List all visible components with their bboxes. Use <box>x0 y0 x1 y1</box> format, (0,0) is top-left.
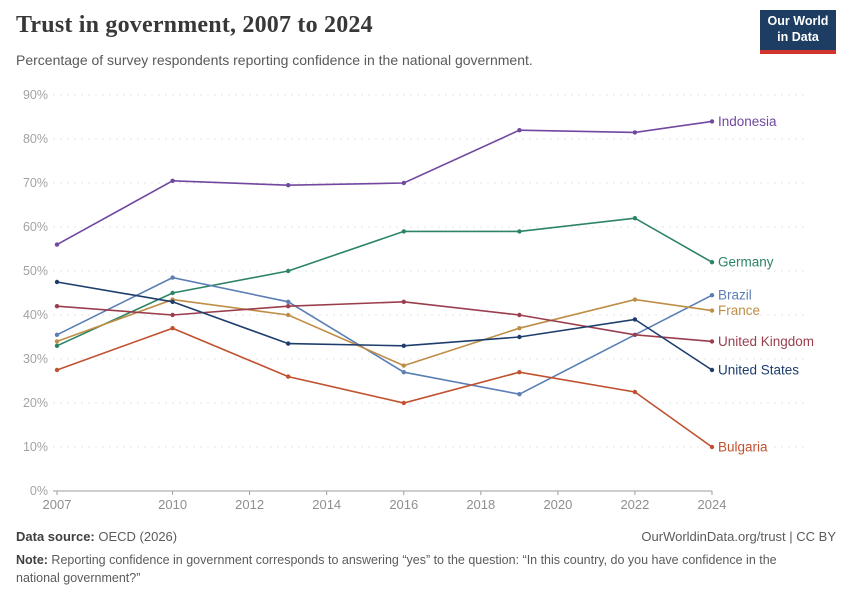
data-point-germany[interactable] <box>517 229 522 234</box>
data-point-bulgaria[interactable] <box>170 326 175 331</box>
data-point-france[interactable] <box>286 312 291 318</box>
chart-area[interactable]: 0% 10% 20% 30% 40% 50% 60% 70% 80% 90% 2007 2010 201… <box>0 85 850 530</box>
data-point-germany[interactable] <box>401 229 406 234</box>
data-point-united-kingdom[interactable] <box>517 312 522 318</box>
data-point-indonesia[interactable] <box>170 178 175 183</box>
y-tick-label: 70% <box>23 176 48 190</box>
y-tick-label: 0% <box>30 484 48 498</box>
chart-subtitle: Percentage of survey respondents reporti… <box>16 52 533 68</box>
series-label-france[interactable]: France <box>717 302 762 320</box>
series-line-france[interactable] <box>56 298 713 367</box>
x-tick-label: 2022 <box>620 497 649 512</box>
series-label-bulgaria[interactable]: Bulgaria <box>717 438 770 456</box>
data-point-indonesia[interactable] <box>286 183 291 188</box>
data-point-brazil[interactable] <box>54 332 60 337</box>
data-point-brazil[interactable] <box>517 392 522 397</box>
y-tick-label: 90% <box>23 88 48 102</box>
data-point-brazil[interactable] <box>170 275 175 280</box>
data-point-germany[interactable] <box>709 260 715 265</box>
data-point-united-kingdom[interactable] <box>286 304 291 309</box>
data-point-united-kingdom[interactable] <box>54 304 60 309</box>
y-tick-label: 60% <box>23 220 48 234</box>
data-point-indonesia[interactable] <box>517 128 522 133</box>
owid-license-link[interactable]: OurWorldinData.org/trust | CC BY <box>641 529 836 544</box>
data-point-france[interactable] <box>401 363 406 368</box>
data-point-united-states[interactable] <box>401 343 406 348</box>
series-label-united-states[interactable]: United States <box>717 361 801 379</box>
x-tick-label: 2020 <box>543 497 572 512</box>
data-point-germany[interactable] <box>286 268 291 274</box>
series-line-germany[interactable] <box>56 217 713 347</box>
y-tick-label: 40% <box>23 308 48 322</box>
data-point-indonesia[interactable] <box>54 242 60 247</box>
x-tick-label: 2024 <box>698 497 727 512</box>
data-point-indonesia[interactable] <box>632 130 638 135</box>
chart-footer: Data source: OECD (2026) OurWorldinData.… <box>16 529 836 587</box>
page-title: Trust in government, 2007 to 2024 <box>16 12 373 38</box>
series-label-united-kingdom[interactable]: United Kingdom <box>717 332 816 350</box>
y-tick-label: 50% <box>23 264 48 278</box>
y-tick-label: 80% <box>23 132 48 146</box>
data-point-bulgaria[interactable] <box>632 389 638 395</box>
x-tick-label: 2010 <box>158 497 187 512</box>
x-tick-label: 2014 <box>312 497 341 512</box>
data-point-united-kingdom[interactable] <box>632 332 638 337</box>
note-text: Reporting confidence in government corre… <box>16 553 777 586</box>
data-point-brazil[interactable] <box>709 293 715 298</box>
x-tick-label: 2016 <box>389 497 418 512</box>
y-tick-label: 30% <box>23 352 48 366</box>
data-point-france[interactable] <box>709 308 715 313</box>
series-label-brazil[interactable]: Brazil <box>717 286 754 304</box>
data-point-germany[interactable] <box>170 290 175 296</box>
line-chart-svg: 0% 10% 20% 30% 40% 50% 60% 70% 80% 90% 2007 2010 201… <box>23 88 816 512</box>
x-tick-label: 2012 <box>235 497 264 512</box>
data-source: Data source: OECD (2026) <box>16 529 177 544</box>
data-point-brazil[interactable] <box>286 299 291 304</box>
x-tick-label: 2018 <box>466 497 495 512</box>
chart-note: Note: Reporting confidence in government… <box>16 551 816 587</box>
data-point-united-states[interactable] <box>709 367 715 373</box>
data-point-united-states[interactable] <box>286 341 291 346</box>
series-line-united-kingdom[interactable] <box>56 300 713 343</box>
data-point-bulgaria[interactable] <box>286 374 291 379</box>
data-point-france[interactable] <box>632 297 638 302</box>
series-label-germany[interactable]: Germany <box>717 253 776 271</box>
series-line-brazil[interactable] <box>56 276 713 396</box>
data-point-france[interactable] <box>517 326 522 331</box>
owid-logo[interactable]: Our World in Data <box>760 10 836 54</box>
data-point-united-states[interactable] <box>632 317 638 322</box>
data-point-united-kingdom[interactable] <box>709 339 715 344</box>
data-source-value: OECD (2026) <box>94 529 178 544</box>
data-point-bulgaria[interactable] <box>517 370 522 375</box>
data-point-bulgaria[interactable] <box>54 367 60 373</box>
data-point-united-kingdom[interactable] <box>401 299 406 304</box>
note-label: Note: <box>16 553 48 567</box>
x-tick-label: 2007 <box>43 497 72 512</box>
data-point-bulgaria[interactable] <box>709 444 715 450</box>
y-tick-label: 10% <box>23 440 48 454</box>
data-source-label: Data source: <box>16 529 95 544</box>
data-point-bulgaria[interactable] <box>401 400 406 406</box>
data-point-united-states[interactable] <box>170 299 175 304</box>
data-point-france[interactable] <box>54 339 60 344</box>
data-point-united-kingdom[interactable] <box>170 312 175 318</box>
data-point-brazil[interactable] <box>401 370 406 375</box>
data-point-germany[interactable] <box>632 216 638 221</box>
data-point-united-states[interactable] <box>517 334 522 340</box>
data-point-indonesia[interactable] <box>709 119 715 124</box>
owid-logo-line1: Our World <box>767 14 829 29</box>
owid-logo-line2: in Data <box>777 30 819 44</box>
data-point-united-states[interactable] <box>54 279 60 285</box>
y-tick-label: 20% <box>23 396 48 410</box>
data-point-germany[interactable] <box>54 343 60 348</box>
data-point-indonesia[interactable] <box>401 180 406 186</box>
series-label-indonesia[interactable]: Indonesia <box>717 112 779 130</box>
